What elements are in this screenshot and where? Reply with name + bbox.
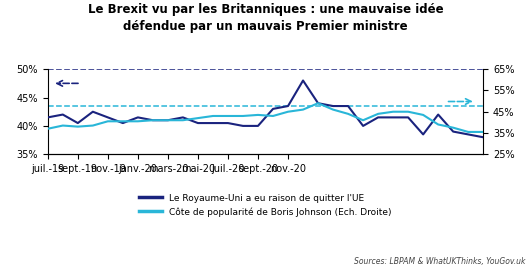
Legend: Le Royaume-Uni a eu raison de quitter l'UE, Côte de popularité de Boris Johnson : Le Royaume-Uni a eu raison de quitter l'…: [136, 190, 395, 220]
Text: Sources: LBPAM & WhatUKThinks, YouGov.uk: Sources: LBPAM & WhatUKThinks, YouGov.uk: [354, 257, 526, 266]
Text: Le Brexit vu par les Britanniques : une mauvaise idée
défendue par un mauvais Pr: Le Brexit vu par les Britanniques : une …: [88, 3, 443, 33]
